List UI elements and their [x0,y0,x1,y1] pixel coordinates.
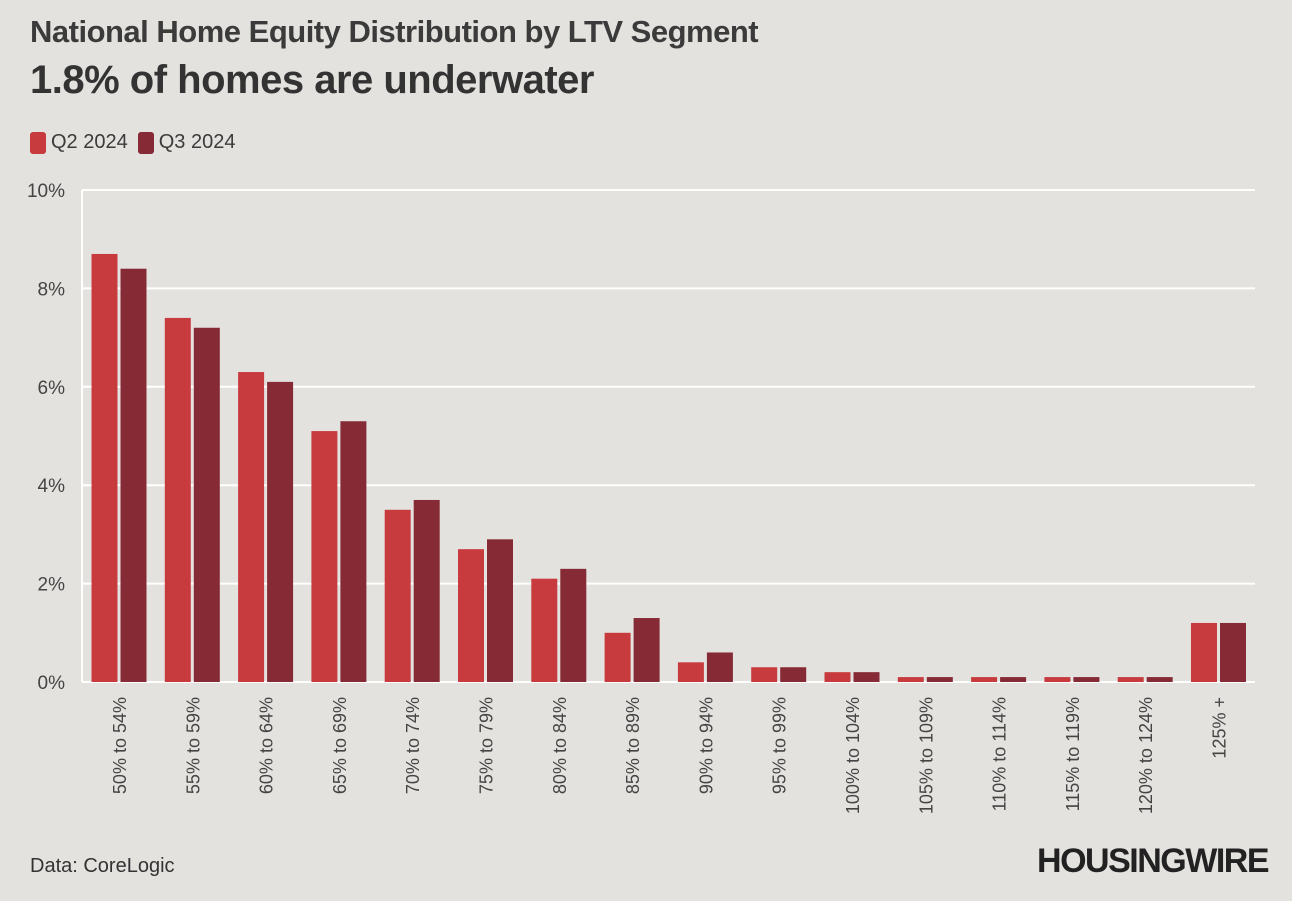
bar-q3 [413,499,440,682]
y-tick-label: 0% [38,673,66,694]
bar-q3 [487,539,513,682]
legend-swatch-q3 [137,131,154,154]
legend-item-q2: Q2 2024 [30,131,128,154]
bar-q2 [971,677,998,682]
x-tick-label: 90% to 94% [696,697,716,794]
x-tick-label: 65% to 69% [330,697,350,794]
bar-q2 [531,578,558,682]
y-tick-label: 10% [27,181,65,202]
bar-q3 [1073,677,1100,682]
x-tick-layer: 50% to 54% 55% to 59% 60% to 64% 65% to 69%… [110,697,1230,814]
bar-q3 [1220,622,1246,682]
x-tick-label: 60% to 64% [257,697,277,794]
x-tick-label: 80% to 84% [550,697,570,794]
bar-q2 [238,372,265,682]
legend: Q2 2024 Q3 2024 [30,131,235,154]
x-tick-label: 110% to 114% [990,697,1010,811]
x-tick-label: 55% to 59% [183,697,203,794]
y-tick-layer: 0% 2% 4% 6% 8% 10% [27,181,65,694]
legend-label-q3: Q3 2024 [158,131,236,153]
legend-item-q3: Q3 2024 [137,131,236,154]
bar-q3 [193,327,220,682]
bar-q2 [311,431,338,682]
x-tick-label: 85% to 89% [623,697,643,794]
legend-label-q2: Q2 2024 [51,131,128,153]
x-tick-label: 105% to 109% [916,697,936,814]
bar-q2 [677,662,704,682]
x-tick-label: 50% to 54% [110,697,130,794]
bar-q3 [267,381,294,682]
bar-q2 [751,667,778,682]
bar-q3 [1000,677,1027,682]
bar-q2 [1044,677,1071,682]
housingwire-logo: HOUSINGWIRE [1037,842,1269,880]
y-tick-label: 6% [38,378,66,399]
bar-q2 [164,317,191,682]
x-tick-label: 75% to 79% [477,697,497,794]
bar-q3 [120,268,147,682]
x-tick-label: 125% + [1210,697,1230,759]
y-tick-label: 8% [38,279,66,300]
x-tick-label: 100% to 104% [843,697,863,814]
bar-q2 [897,677,924,682]
bar-q3 [560,568,587,682]
bar-q2 [91,253,118,682]
bar-q3 [340,421,367,682]
bar-q2 [384,509,411,682]
x-tick-label: 115% to 119% [1063,697,1083,811]
bar-q3 [926,677,953,682]
bar-q3 [706,652,733,682]
bar-q3 [853,672,880,682]
bar-layer [91,253,1246,682]
bar-q2 [458,549,484,682]
bar-q3 [1146,677,1173,682]
bar-q3 [633,618,660,682]
x-tick-label: 70% to 74% [403,697,423,794]
y-tick-label: 4% [38,476,66,497]
bar-q2 [824,672,851,682]
bar-q3 [780,667,807,682]
y-tick-label: 2% [38,575,66,596]
chart-subtitle: 1.8% of homes are underwater [30,58,594,102]
chart-title: National Home Equity Distribution by LTV… [30,14,759,49]
x-tick-label: 120% to 124% [1136,697,1156,814]
bar-q2 [1191,622,1217,682]
bar-q2 [604,632,631,682]
data-source: Data: CoreLogic [30,855,175,877]
x-tick-label: 95% to 99% [770,697,790,794]
bar-q2 [1117,677,1144,682]
legend-swatch-q2 [30,131,46,154]
